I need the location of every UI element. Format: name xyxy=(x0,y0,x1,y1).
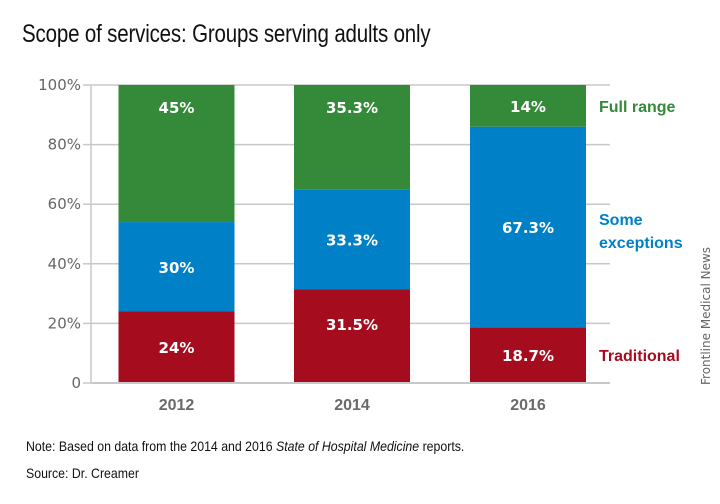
value-label: 33.3% xyxy=(326,232,378,250)
value-label: 35.3% xyxy=(326,99,378,117)
legend: Full range Some exceptions Traditional xyxy=(599,99,683,365)
bar-segment-traditional xyxy=(294,289,410,383)
bar-segment-some-exceptions xyxy=(118,222,235,312)
y-tick-label: 20% xyxy=(48,314,81,332)
value-label: 45% xyxy=(159,99,195,117)
legend-label: Some xyxy=(599,212,643,229)
bar-segment-some-exceptions xyxy=(470,126,586,328)
y-tick-label: 60% xyxy=(48,195,81,213)
bar-segment-full-range xyxy=(118,85,235,223)
note-text-end: reports. xyxy=(419,438,465,454)
value-label: 14% xyxy=(510,98,546,116)
legend-label: Traditional xyxy=(599,348,680,365)
y-tick-label: 100% xyxy=(38,76,81,94)
bar-segment-full-range xyxy=(294,85,410,190)
y-tick-label: 80% xyxy=(48,136,81,154)
value-label: 30% xyxy=(159,259,195,277)
source-text: Dr. Creamer xyxy=(68,465,139,481)
footnote: Note: Based on data from the 2014 and 20… xyxy=(26,438,464,454)
bar-segment-some-exceptions xyxy=(294,189,410,290)
legend-label: exceptions xyxy=(599,235,683,252)
x-tick-label: 2014 xyxy=(334,397,370,414)
value-label: 18.7% xyxy=(502,347,554,365)
x-tick-label: 2012 xyxy=(159,397,195,414)
bar-segment-traditional xyxy=(470,327,586,383)
value-label: 67.3% xyxy=(502,219,554,237)
bars xyxy=(118,85,586,383)
value-labels: 24% 30% 45% 31.5% 33.3% 35.3% 18.7% 67.3% 14% xyxy=(159,98,554,365)
source-label: Source: xyxy=(26,465,69,481)
x-tick-label: 2016 xyxy=(510,397,546,414)
bar-segment-traditional xyxy=(118,311,235,383)
credit-text: Frontline Medical News xyxy=(699,247,713,385)
y-tick-label: 40% xyxy=(48,255,81,273)
value-label: 24% xyxy=(159,339,195,357)
y-tick-label: 0 xyxy=(71,374,81,392)
note-publication: State of Hospital Medicine xyxy=(276,438,420,454)
source-line: Source: Dr. Creamer xyxy=(26,465,139,481)
note-text: Based on data from the 2014 and 2016 xyxy=(55,438,277,454)
legend-label: Full range xyxy=(599,99,676,116)
chart-title: Scope of services: Groups serving adults… xyxy=(22,20,431,48)
bar-segment-full-range xyxy=(470,85,586,127)
axes: 0 20% 40% 60% 80% 100% 2012 2014 2016 xyxy=(38,76,610,414)
value-label: 31.5% xyxy=(326,316,378,334)
note-label: Note: xyxy=(26,438,56,454)
